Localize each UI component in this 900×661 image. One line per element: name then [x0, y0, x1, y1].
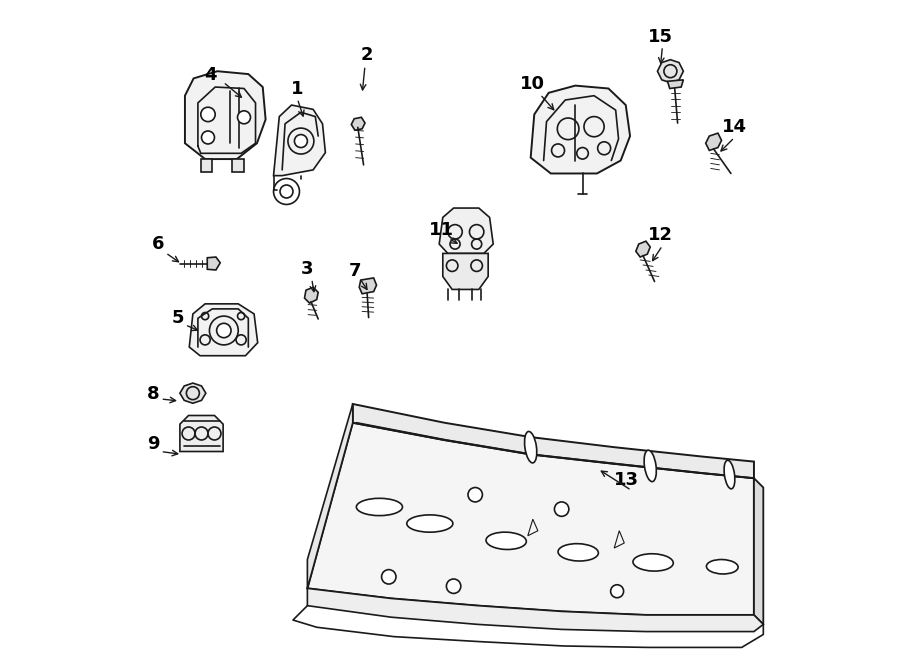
- Circle shape: [610, 585, 624, 598]
- Polygon shape: [189, 304, 257, 356]
- Polygon shape: [443, 253, 488, 290]
- Ellipse shape: [356, 498, 402, 516]
- Polygon shape: [207, 257, 220, 270]
- Text: 10: 10: [520, 75, 545, 93]
- Ellipse shape: [724, 460, 734, 489]
- Circle shape: [217, 323, 231, 338]
- Ellipse shape: [644, 450, 656, 482]
- Circle shape: [238, 111, 250, 124]
- Ellipse shape: [633, 554, 673, 571]
- Text: 3: 3: [302, 260, 313, 278]
- Ellipse shape: [558, 544, 598, 561]
- Text: 1: 1: [291, 80, 303, 98]
- Polygon shape: [439, 208, 493, 253]
- Circle shape: [294, 135, 308, 147]
- Circle shape: [201, 107, 215, 122]
- Text: 8: 8: [147, 385, 159, 403]
- Text: 14: 14: [722, 118, 747, 136]
- Polygon shape: [180, 416, 223, 451]
- Circle shape: [202, 131, 214, 144]
- Text: 7: 7: [348, 262, 361, 280]
- Polygon shape: [308, 404, 353, 588]
- Text: 5: 5: [172, 309, 184, 327]
- Polygon shape: [635, 241, 650, 257]
- Text: 12: 12: [648, 227, 673, 245]
- Text: 4: 4: [204, 66, 217, 84]
- Circle shape: [446, 579, 461, 594]
- Polygon shape: [308, 588, 763, 631]
- Polygon shape: [274, 105, 326, 176]
- Ellipse shape: [486, 532, 526, 549]
- Polygon shape: [531, 86, 630, 173]
- Polygon shape: [201, 159, 212, 172]
- Circle shape: [554, 502, 569, 516]
- Polygon shape: [657, 59, 683, 83]
- Ellipse shape: [407, 515, 453, 532]
- Polygon shape: [180, 383, 206, 403]
- Polygon shape: [184, 71, 266, 159]
- Circle shape: [468, 488, 482, 502]
- Text: 9: 9: [147, 436, 159, 453]
- Polygon shape: [359, 278, 376, 293]
- Ellipse shape: [525, 432, 536, 463]
- Ellipse shape: [706, 559, 738, 574]
- Text: 13: 13: [614, 471, 639, 489]
- Polygon shape: [308, 422, 754, 615]
- Polygon shape: [668, 80, 683, 89]
- Polygon shape: [754, 478, 763, 625]
- Polygon shape: [232, 159, 244, 172]
- Polygon shape: [353, 404, 754, 478]
- Polygon shape: [706, 133, 722, 151]
- Text: 15: 15: [648, 28, 673, 46]
- Polygon shape: [304, 288, 319, 303]
- Polygon shape: [351, 117, 365, 130]
- Circle shape: [382, 570, 396, 584]
- Text: 2: 2: [361, 46, 374, 64]
- Text: 6: 6: [152, 235, 165, 253]
- Text: 11: 11: [429, 221, 454, 239]
